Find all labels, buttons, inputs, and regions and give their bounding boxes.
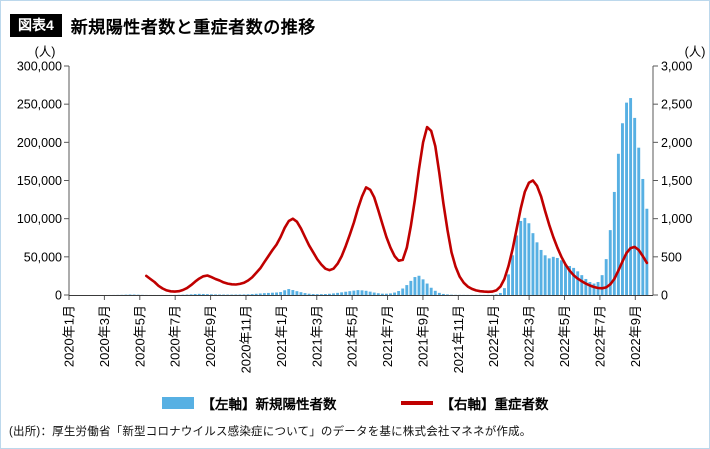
svg-text:2021年3月: 2021年3月 <box>309 305 324 367</box>
svg-text:500: 500 <box>661 250 682 264</box>
svg-text:2021年7月: 2021年7月 <box>380 305 395 367</box>
svg-text:2022年5月: 2022年5月 <box>557 305 572 367</box>
figure-number-badge: 図表4 <box>10 13 62 37</box>
figure-title: 新規陽性者数と重症者数の推移 <box>70 17 316 37</box>
svg-text:(人): (人) <box>685 45 706 59</box>
combo-chart: (人) (人) 0 50,000 100,000 150,000 200,000 250,00… <box>17 45 706 373</box>
legend-label-new-cases: 【左軸】新規陽性者数 <box>201 397 337 412</box>
svg-text:50,000: 50,000 <box>24 250 62 264</box>
svg-text:200,000: 200,000 <box>17 136 62 150</box>
svg-text:250,000: 250,000 <box>17 98 62 112</box>
svg-text:2020年1月: 2020年1月 <box>62 305 77 367</box>
svg-text:2020年5月: 2020年5月 <box>132 305 147 367</box>
bar-series-new-cases <box>91 98 649 295</box>
svg-text:2021年5月: 2021年5月 <box>345 305 360 367</box>
legend-item-severe-cases: 【右軸】重症者数 <box>400 393 549 413</box>
chart-legend: 【左軸】新規陽性者数 【右軸】重症者数 <box>1 392 709 414</box>
legend-swatch-line <box>400 401 433 405</box>
svg-text:0: 0 <box>55 289 62 303</box>
legend-swatch-bar <box>161 397 194 409</box>
svg-text:2020年11月: 2020年11月 <box>238 305 253 373</box>
svg-text:(人): (人) <box>35 45 56 59</box>
svg-text:2020年9月: 2020年9月 <box>203 305 218 367</box>
left-axis: 0 50,000 100,000 150,000 200,000 250,000 300,0… <box>17 60 69 303</box>
source-note: (出所)：厚生労働省「新型コロナウイルス感染症について」のデータを基に株式会社マ… <box>9 426 532 438</box>
svg-text:2022年7月: 2022年7月 <box>592 305 607 367</box>
svg-text:2021年1月: 2021年1月 <box>274 305 289 367</box>
line-series-severe-cases <box>145 125 649 294</box>
svg-text:2022年3月: 2022年3月 <box>522 305 537 367</box>
svg-text:2,500: 2,500 <box>661 98 692 112</box>
figure-header: 図表4 新規陽性者数と重症者数の推移 <box>1 1 709 40</box>
svg-text:2020年3月: 2020年3月 <box>97 305 112 367</box>
x-axis: 2020年1月 2020年3月 2020年5月 2020年7月 2020年9月 2020年… <box>62 295 643 373</box>
axis-unit-labels: (人) (人) <box>35 45 706 59</box>
svg-text:100,000: 100,000 <box>17 212 62 226</box>
right-axis: 0 500 1,000 1,500 2,000 2,500 3,000 <box>653 60 692 303</box>
legend-label-severe-cases: 【右軸】重症者数 <box>440 397 549 412</box>
axis-frame <box>68 66 654 296</box>
svg-text:2021年9月: 2021年9月 <box>415 305 430 367</box>
svg-text:2021年11月: 2021年11月 <box>451 305 466 373</box>
svg-text:2,000: 2,000 <box>661 136 692 150</box>
svg-text:2022年1月: 2022年1月 <box>486 305 501 367</box>
svg-text:3,000: 3,000 <box>661 60 692 74</box>
svg-text:300,000: 300,000 <box>17 60 62 74</box>
svg-text:2020年7月: 2020年7月 <box>168 305 183 367</box>
svg-text:1,000: 1,000 <box>661 212 692 226</box>
svg-text:1,500: 1,500 <box>661 174 692 188</box>
svg-text:150,000: 150,000 <box>17 174 62 188</box>
legend-item-new-cases: 【左軸】新規陽性者数 <box>161 393 337 413</box>
svg-text:2022年9月: 2022年9月 <box>628 305 643 367</box>
svg-text:0: 0 <box>661 289 668 303</box>
